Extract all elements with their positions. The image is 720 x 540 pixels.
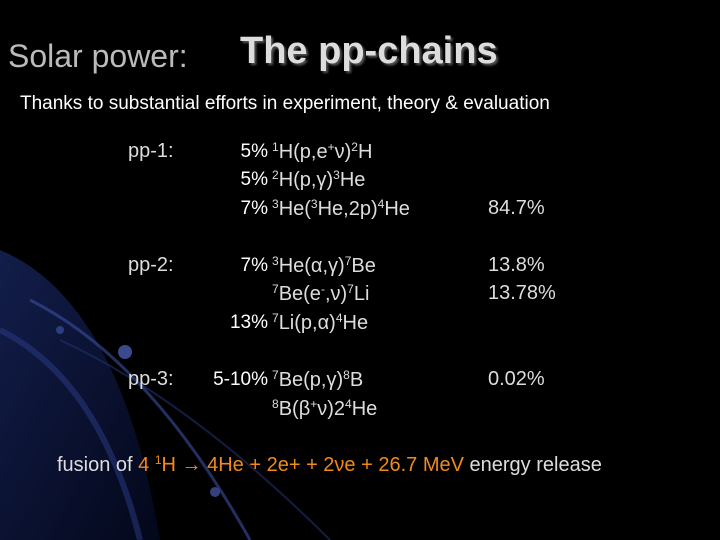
text-part: H(p,e: [278, 141, 328, 164]
reaction: 1H(p,e+ν)2H: [272, 140, 372, 164]
text-part: H → 4He + 2e+ + 2νe + 26.7 MeV: [161, 454, 464, 477]
superscript: +: [310, 397, 318, 411]
superscript: 2: [272, 168, 279, 182]
superscript: 4: [335, 311, 343, 325]
uncertainty: 13%: [229, 312, 268, 333]
chain-label: pp-1:: [128, 140, 174, 162]
reaction: 8B(β+ν)24He: [272, 397, 377, 421]
branching-ratio: 13.78%: [488, 282, 556, 304]
text-part: Li(p,α): [278, 312, 336, 335]
title: The pp-chains: [240, 30, 498, 72]
title-prefix: Solar power:: [8, 38, 188, 74]
text-part: Be(e: [278, 283, 321, 306]
uncertainty: 5-10%: [213, 369, 268, 390]
superscript: -: [320, 282, 325, 296]
superscript: 2: [351, 140, 358, 154]
text-part: Be(p,γ): [278, 369, 344, 392]
text-part: Li: [353, 283, 370, 306]
text-part: B(β: [278, 398, 311, 421]
superscript: 3: [272, 197, 279, 211]
reaction: 7Be(e-,ν)7Li: [272, 282, 369, 306]
text-part: He: [342, 312, 369, 335]
text-part: ,ν): [324, 283, 348, 306]
superscript: +: [327, 140, 335, 154]
reaction: 3He(3He,2p)4He: [272, 197, 410, 221]
superscript: 7: [344, 254, 352, 268]
superscript: 7: [347, 282, 354, 296]
text-part: 4: [138, 454, 155, 477]
branching-ratio: 13.8%: [488, 254, 545, 276]
superscript: 3: [272, 254, 279, 268]
superscript: 3: [310, 197, 318, 211]
text-part: He,2p): [317, 198, 378, 221]
text-part: He: [351, 398, 378, 421]
reaction: 2H(p,γ)3He: [272, 168, 365, 192]
uncertainty: 7%: [240, 198, 268, 219]
text-part: B: [349, 369, 364, 392]
branching-ratio: 0.02%: [488, 368, 545, 390]
uncertainty: 7%: [240, 255, 268, 276]
superscript: 7: [272, 368, 279, 382]
text-part: ν): [334, 141, 352, 164]
text-part: Be: [351, 255, 376, 278]
text-part: He(α,γ): [278, 255, 345, 278]
highlight: H → 4He + 2e+ + 2νe + 26.7 MeV: [162, 454, 464, 476]
highlight: 4: [138, 454, 155, 476]
text-part: ν)2: [317, 398, 346, 421]
uncertainty: 5%: [240, 141, 268, 162]
superscript: 4: [377, 197, 385, 211]
superscript: 8: [272, 397, 279, 411]
superscript: 1: [272, 140, 279, 154]
footer: fusion of 4 1H → 4He + 2e+ + 2νe + 26.7 …: [57, 453, 602, 477]
branching-ratio: 84.7%: [488, 197, 545, 219]
superscript: 4: [345, 397, 352, 411]
subtitle: Thanks to substantial efforts in experim…: [20, 93, 550, 114]
reaction: 3He(α,γ)7Be: [272, 254, 376, 278]
text-part: H(p,γ): [278, 169, 334, 192]
superscript: 7: [272, 311, 279, 325]
superscript: 7: [272, 282, 279, 296]
text-part: energy release: [463, 454, 602, 477]
superscript: 8: [343, 368, 350, 382]
reaction: 7Be(p,γ)8B: [272, 368, 363, 392]
highlight: 1: [154, 453, 162, 476]
text-part: He(: [278, 198, 311, 221]
text-part: He: [339, 169, 366, 192]
text-part: H: [357, 141, 373, 164]
chain-label: pp-3:: [128, 368, 174, 390]
chain-label: pp-2:: [128, 254, 174, 276]
superscript: 1: [154, 453, 162, 467]
superscript: 3: [333, 168, 340, 182]
text-part: He: [384, 198, 410, 221]
text-part: fusion of: [57, 454, 139, 477]
uncertainty: 5%: [240, 169, 268, 190]
reaction: 7Li(p,α)4He: [272, 311, 368, 335]
